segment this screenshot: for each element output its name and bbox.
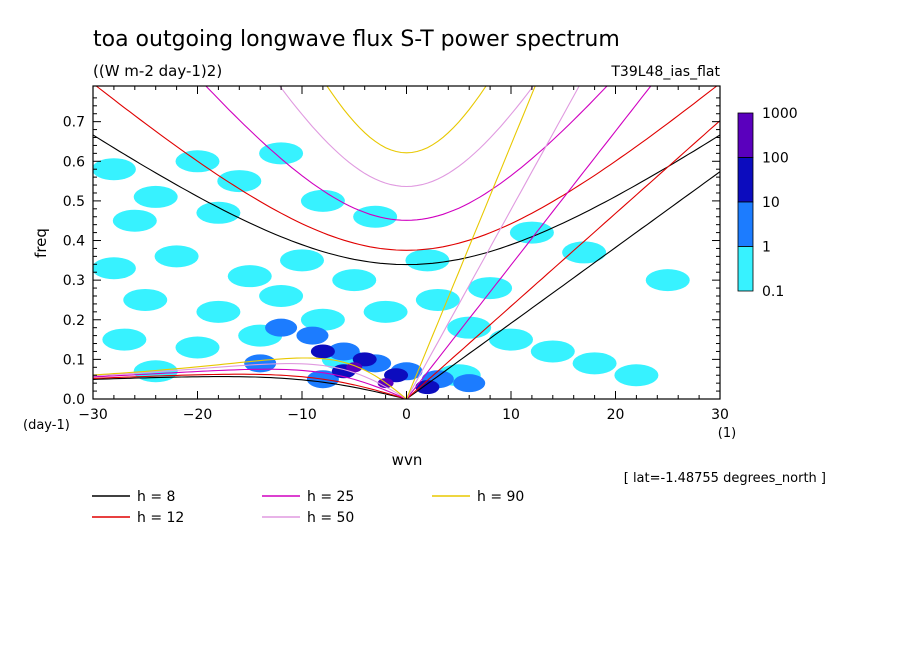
legend-label: h = 8: [137, 489, 175, 505]
contour-blob: [384, 368, 409, 383]
contour-blob: [352, 352, 377, 367]
contour-blob: [405, 249, 450, 272]
contour-blob: [332, 269, 377, 292]
contour-blob: [102, 328, 147, 351]
dispersion-curve: [93, 373, 407, 399]
run-label: T39L48_ias_flat: [610, 64, 720, 80]
legend-label: h = 25: [307, 489, 354, 505]
y-tick-label: 0.4: [63, 234, 85, 250]
dispersion-curve: [95, 86, 718, 251]
x-tick-label: −10: [287, 407, 317, 423]
contour-blob: [259, 284, 304, 307]
dispersion-curve: [406, 171, 720, 399]
colorbar-label: 100: [762, 151, 789, 167]
contour-blob: [196, 300, 241, 323]
x-tick-label: 30: [711, 407, 729, 423]
contour-blob: [133, 185, 178, 208]
contour-blob: [614, 364, 659, 387]
contour-blob: [296, 326, 329, 345]
dispersion-curve: [279, 86, 534, 188]
dispersion-curve: [93, 134, 720, 266]
contour-blob: [562, 241, 607, 264]
contour-blob: [310, 344, 335, 359]
dispersion-curve: [93, 363, 407, 399]
dispersion-curve: [406, 86, 652, 399]
dispersion-curves: [93, 86, 720, 399]
y-tick-label: 0.5: [63, 194, 85, 210]
contour-blob: [327, 342, 360, 361]
contour-blob: [300, 189, 345, 212]
contour-blob: [259, 142, 304, 165]
contour-blob: [265, 318, 298, 337]
contour-blob: [530, 340, 575, 363]
colorbar-label: 0.1: [762, 284, 784, 300]
y-tick-label: 0.1: [63, 352, 85, 368]
contour-blob: [363, 300, 408, 323]
contour-blob: [175, 336, 220, 359]
x-tick-label: 0: [402, 407, 411, 423]
colorbar-label: 1000: [762, 106, 798, 122]
y-tick-label: 0.6: [63, 154, 85, 170]
contour-blob: [415, 288, 460, 311]
contour-blob: [93, 158, 136, 181]
dispersion-curve: [93, 368, 407, 399]
dispersion-curve: [205, 86, 608, 221]
contour-blob: [447, 316, 492, 339]
contour-blob: [353, 205, 398, 228]
contour-blob: [415, 380, 440, 395]
y-tick-label: 0.3: [63, 273, 85, 289]
y-unit-label: (day-1): [23, 418, 70, 433]
contour-blob: [227, 265, 272, 288]
contour-blob: [453, 374, 486, 393]
colorbar-label: 10: [762, 195, 780, 211]
contour-blob: [468, 277, 513, 300]
colorbar-swatch: [737, 246, 754, 292]
contour-blob: [509, 221, 554, 244]
colorbar-swatch: [737, 201, 754, 247]
dispersion-curve: [406, 120, 720, 399]
dispersion-curve: [93, 357, 407, 399]
x-unit-label: (1): [718, 426, 736, 441]
legend: h = 8 h = 12 h = 25 h = 50 h = 90: [92, 489, 524, 526]
x-axis: −30 −20 −10 0 10 20 30: [78, 86, 729, 423]
legend-label: h = 50: [307, 510, 354, 526]
contour-blob: [196, 201, 241, 224]
contour-blob: [244, 354, 277, 373]
contour-blob: [123, 288, 168, 311]
chart-title: toa outgoing longwave flux S-T power spe…: [93, 27, 620, 52]
dispersion-curve: [326, 86, 487, 154]
contour-fill: [93, 142, 690, 395]
colorbar-swatch: [737, 112, 754, 158]
dispersion-curve: [405, 86, 536, 399]
x-tick-label: −20: [183, 407, 213, 423]
y-tick-label: 0.2: [63, 313, 85, 329]
contour-blob: [217, 170, 262, 193]
contour-blob: [300, 308, 345, 331]
y-tick-label: 0.7: [63, 115, 85, 131]
chart-subtitle: ((W m-2 day-1)2): [93, 62, 222, 80]
contour-blob: [93, 257, 136, 280]
dispersion-curve: [93, 376, 407, 399]
contour-blob: [572, 352, 617, 375]
y-axis-label: freq: [32, 228, 50, 258]
colorbar-swatch: [737, 157, 754, 203]
contour-blob: [154, 245, 199, 268]
contour-blob: [645, 269, 690, 292]
y-tick-label: 0.0: [63, 392, 85, 408]
legend-label: h = 90: [477, 489, 524, 505]
legend-label: h = 12: [137, 510, 184, 526]
x-axis-label: wvn: [392, 451, 423, 469]
contour-blob: [112, 209, 157, 232]
colorbar: 1000 100 10 1 0.1: [737, 106, 798, 300]
contour-blob: [489, 328, 533, 351]
x-tick-label: −30: [78, 407, 108, 423]
latitude-annotation: [ lat=-1.48755 degrees_north ]: [624, 471, 826, 486]
dispersion-curve: [406, 86, 580, 399]
x-tick-label: 10: [502, 407, 520, 423]
colorbar-label: 1: [762, 240, 771, 256]
y-axis: 0.0 0.1 0.2 0.3 0.4 0.5 0.6 0.7: [63, 97, 720, 408]
contour-blob: [280, 249, 324, 272]
x-tick-label: 20: [607, 407, 625, 423]
